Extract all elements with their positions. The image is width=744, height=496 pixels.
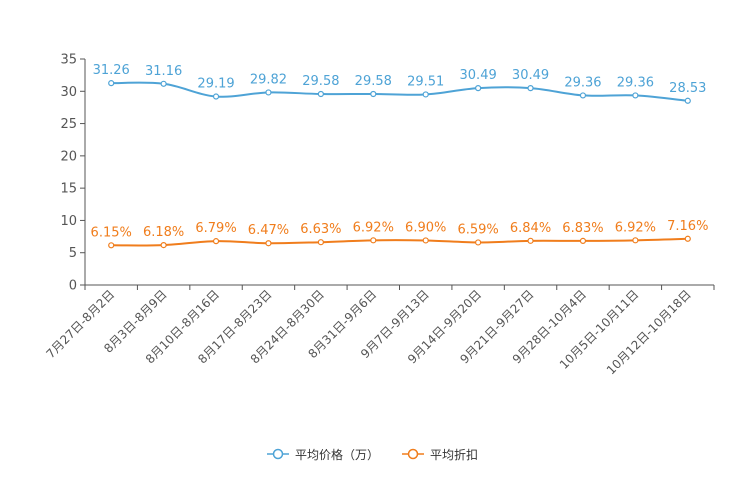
data-label: 6.79% [195,221,236,236]
data-label: 29.58 [355,74,392,89]
data-point[interactable] [265,89,272,96]
data-point[interactable] [317,90,324,98]
series-line-0 [111,81,688,102]
data-label: 28.53 [669,81,706,96]
legend-marker-price [266,448,289,460]
line-chart: 051015202530357月27日-8月2日8月3日-8月9日8月10日-8… [43,53,715,377]
data-label: 7.16% [667,219,708,234]
data-point[interactable] [579,237,587,244]
y-tick-label: 35 [60,53,77,68]
data-point[interactable] [475,239,482,246]
data-label: 6.92% [615,220,656,235]
data-point[interactable] [212,93,220,100]
data-label: 6.92% [353,220,394,235]
data-point[interactable] [108,242,115,249]
data-point[interactable] [422,237,429,244]
data-label: 6.83% [562,221,603,236]
data-label: 6.15% [91,225,132,240]
data-point[interactable] [370,90,377,98]
data-label: 29.58 [302,74,339,89]
data-label: 6.59% [457,222,498,237]
data-label: 6.90% [405,220,446,235]
data-label: 30.49 [512,68,549,83]
data-label: 29.36 [617,75,654,90]
data-point[interactable] [160,241,167,249]
data-label: 29.82 [250,72,287,87]
data-point[interactable] [527,85,534,92]
data-label: 29.19 [197,77,234,92]
legend-marker-discount [402,448,424,460]
legend: 平均价格（万） 平均折扣 [0,444,744,464]
data-point[interactable] [370,237,377,244]
y-tick-label: 30 [60,85,77,100]
data-label: 6.47% [248,223,289,238]
data-point[interactable] [108,80,115,87]
data-point[interactable] [317,239,324,246]
data-point[interactable] [265,240,272,247]
y-tick-label: 0 [69,279,77,294]
data-label: 6.18% [143,225,184,240]
data-label: 31.26 [93,63,130,78]
legend-label-discount: 平均折扣 [430,447,479,462]
data-point[interactable] [632,237,639,244]
y-tick-label: 5 [69,246,77,261]
series-group: 31.26 31.16 29.19 29.82 29.58 29.58 29.51 30.49… [91,63,708,249]
legend-label-price: 平均价格（万） [294,447,379,462]
data-label: 6.63% [300,222,341,237]
data-point[interactable] [527,237,534,244]
data-label: 29.36 [564,75,601,90]
data-point[interactable] [579,92,587,99]
legend-item-price[interactable]: 平均价格（万） [266,446,379,463]
data-point[interactable] [475,85,482,92]
data-point[interactable] [160,80,167,87]
y-tick-label: 20 [60,149,77,164]
data-label: 29.51 [407,74,444,89]
data-point[interactable] [684,235,691,242]
y-tick-label: 25 [60,117,77,132]
axes: 051015202530357月27日-8月2日8月3日-8月9日8月10日-8… [43,53,715,377]
series-line-1 [111,237,688,247]
y-tick-label: 15 [60,182,77,197]
data-label: 30.49 [460,68,497,83]
data-point[interactable] [632,92,639,99]
data-point[interactable] [684,97,691,104]
data-label: 6.84% [510,221,551,236]
data-point[interactable] [422,91,429,98]
legend-item-discount[interactable]: 平均折扣 [401,446,478,463]
data-point[interactable] [212,238,220,245]
y-tick-label: 10 [60,214,77,229]
data-label: 31.16 [145,64,182,79]
